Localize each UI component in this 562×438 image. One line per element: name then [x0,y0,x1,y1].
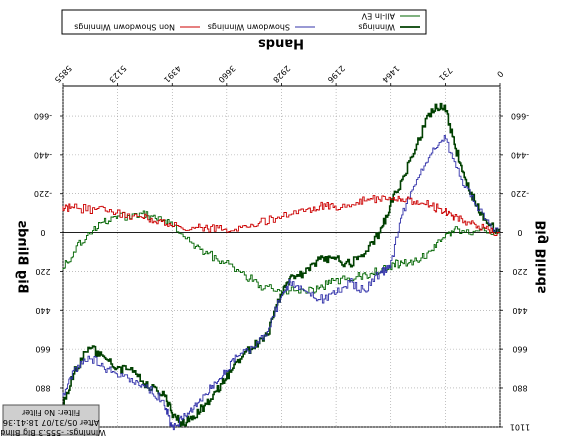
y-tick-label-left-group: 660 [35,345,50,354]
series-line [62,102,500,428]
x-tick-label: 2196 [326,64,347,85]
x-tick-label: 3660 [216,64,237,85]
legend-item-all-in-ev: All-In EV [361,12,395,21]
series-lines [62,102,500,431]
legend: All-In EV Winnings Showdown Winnings Non Sh… [74,12,420,32]
legend-item-winnings: Winnings [358,23,395,32]
y-tick-label-right: 1101 [510,423,530,432]
info-filter: Filter: No Filter [21,408,80,417]
y-tick-label-right-group: 440 [512,306,527,315]
info-winnings: Winnings: -555.3 Big Blinds [0,428,106,437]
y-tick-label-left-group: 440 [35,306,50,315]
x-tick-label: 731 [437,65,454,82]
y-tick-label-left-group: -220 [34,189,52,198]
x-tick-label-group: 2928 [271,64,292,85]
x-tick-label: 2928 [271,64,292,85]
y-tick-label-right-group: 1101 [510,423,530,432]
y-tick-label-right-group: -660 [511,112,529,121]
y-tick-label-left: -660 [34,112,52,121]
x-tick-label: 5123 [107,64,128,85]
legend-box [61,9,427,35]
x-tick-label-group: 4391 [162,64,183,85]
x-tick-label-group: 5123 [107,64,128,85]
y-tick-label-left: 880 [35,383,50,392]
legend-label: Winnings [358,23,395,32]
legend-label: All-In EV [361,12,395,21]
y-tick-label-right-group: -220 [511,189,529,198]
x-tick-label-group: 2196 [326,64,347,85]
y-tick-label-right: 880 [512,383,527,392]
series-line [62,134,500,431]
gridlines [60,83,503,428]
y-tick-label-right: 0 [517,228,522,237]
x-tick-label: 1464 [380,64,401,85]
y-tick-label-right: -220 [511,189,529,198]
y-tick-label-left-group: 880 [35,383,50,392]
legend-item-non-showdown-winnings: Non Showdown Winnings [74,23,175,32]
y-tick-label-left-group: -440 [34,150,52,159]
x-tick-label-group: 0 [495,69,505,79]
info-box [2,404,100,436]
y-tick-label-left-group: 0 [40,228,45,237]
y-tick-label-left: 0 [40,228,45,237]
y-tick-label-right: -660 [511,112,529,121]
y-tick-label-left: 220 [35,267,50,276]
y-tick-label-left: 660 [35,345,50,354]
y-tick-label-right: 440 [512,306,527,315]
y-tick-label-left: 440 [35,306,50,315]
y-tick-label-right-group: 0 [517,228,522,237]
x-tick-label-group: 3660 [216,64,237,85]
y-tick-label-left-group: -660 [34,112,52,121]
x-tick-label: 5855 [53,64,74,85]
y-tick-label-left: -220 [34,189,52,198]
x-tick-label: 4391 [162,64,183,85]
y-tick-label-right: 220 [512,267,527,276]
legend-label: Showdown Winnings [208,23,290,32]
x-tick-label: 0 [495,69,505,79]
y-tick-label-right: 660 [512,345,527,354]
info-after-date: After 05/31/07 18:41:36 [3,418,99,427]
y-tick-label-right-group: -440 [511,150,529,159]
y-tick-label-right-group: 660 [512,345,527,354]
y-tick-label-left: -440 [34,150,52,159]
legend-item-showdown-winnings: Showdown Winnings [208,23,290,32]
y-tick-label-right-group: 220 [512,267,527,276]
legend-label: Non Showdown Winnings [74,23,175,32]
x-tick-label-group: 1464 [380,64,401,85]
x-tick-label-group: 731 [437,65,454,82]
x-axis-title: Hands [258,36,304,51]
y-axis-title-right: Big Blinds [535,220,550,294]
series-line [62,210,500,295]
y-tick-label-right: -440 [511,150,529,159]
x-tick-label-group: 5855 [53,64,74,85]
y-tick-label-right-group: 880 [512,383,527,392]
series-line [62,195,500,236]
y-axis-title-left: Big Blinds [15,220,30,294]
y-tick-label-left-group: 220 [35,267,50,276]
